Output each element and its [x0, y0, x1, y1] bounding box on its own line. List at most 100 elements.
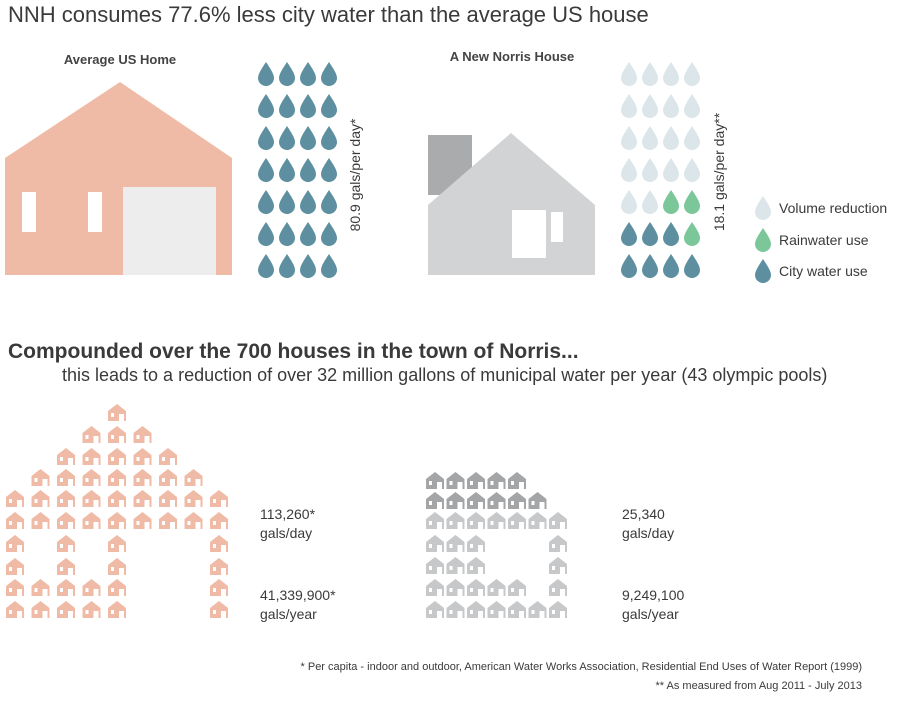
icon: [467, 535, 485, 552]
icon: [6, 535, 24, 552]
icon: [210, 490, 228, 507]
icon: [446, 512, 465, 529]
icon: [321, 94, 337, 118]
icon: [279, 94, 295, 118]
icon: [133, 426, 152, 443]
footnote: ** As measured from Aug 2011 - July 2013: [656, 680, 862, 692]
icon: [528, 512, 547, 529]
icon: [426, 557, 444, 574]
icon: [642, 254, 658, 278]
icon: [210, 512, 228, 529]
icon: [108, 448, 126, 465]
icon: [300, 190, 316, 214]
icon: [446, 492, 465, 509]
icon: [508, 512, 526, 529]
icon: [279, 62, 295, 86]
icon: [528, 492, 547, 509]
icon: [31, 469, 50, 486]
icon: [57, 579, 75, 596]
icon: [549, 579, 567, 596]
icon: [210, 601, 228, 618]
icon: [300, 158, 316, 182]
icon: [663, 190, 679, 214]
icon: [108, 426, 126, 443]
drop-grid: [621, 62, 700, 278]
icon: [487, 579, 506, 596]
icon: [258, 94, 274, 118]
icon: [321, 190, 337, 214]
icon: [184, 512, 203, 529]
icon: [82, 579, 101, 596]
icon: [279, 254, 295, 278]
icon: [487, 512, 506, 529]
icon: [300, 62, 316, 86]
icon: [621, 222, 637, 246]
icon: [82, 448, 101, 465]
icon: [446, 579, 465, 596]
total: 113,260*: [260, 506, 316, 522]
icon: [621, 126, 637, 150]
total: 25,340: [622, 506, 665, 522]
unit: gals/year: [260, 606, 317, 622]
icon: [258, 254, 274, 278]
icon: [684, 190, 700, 214]
icon: [321, 62, 337, 86]
icon: [210, 579, 228, 596]
icon: [684, 126, 700, 150]
town-icons: [6, 404, 228, 618]
icon: [184, 490, 203, 507]
icon: [258, 158, 274, 182]
icon: [549, 601, 567, 618]
icon: [6, 490, 24, 507]
icon: [549, 535, 567, 552]
icon: [426, 512, 444, 529]
icon: [57, 490, 75, 507]
icon: [258, 126, 274, 150]
icon: [642, 94, 658, 118]
section-title: Compounded over the 700 houses in the to…: [8, 340, 579, 363]
icon: [487, 472, 506, 489]
icon: [621, 254, 637, 278]
icon: [6, 601, 24, 618]
icon: [184, 469, 203, 486]
icon: [57, 448, 75, 465]
icon: [426, 472, 444, 489]
icon: [279, 222, 295, 246]
icon: [82, 469, 101, 486]
icon: [108, 535, 126, 552]
icon: [663, 222, 679, 246]
icon: [31, 512, 50, 529]
icon: [159, 490, 177, 507]
icon: [321, 222, 337, 246]
unit: gals/year: [622, 606, 679, 622]
icon: [300, 254, 316, 278]
icon: [487, 492, 506, 509]
us-house-icon: [5, 82, 232, 275]
icon: [300, 94, 316, 118]
icon: [6, 579, 24, 596]
icon: [508, 579, 526, 596]
icon: [321, 158, 337, 182]
icon: [279, 126, 295, 150]
icon: [446, 535, 465, 552]
icon: [82, 426, 101, 443]
icon: [300, 126, 316, 150]
icon: [57, 535, 75, 552]
icon: [258, 190, 274, 214]
icon: [642, 62, 658, 86]
icon: [446, 601, 465, 618]
house-label: Average US Home: [64, 52, 176, 67]
icon: [426, 579, 444, 596]
icon: [279, 158, 295, 182]
icon: [82, 601, 101, 618]
icon: [108, 404, 126, 421]
icon: [57, 558, 75, 575]
icon: [108, 579, 126, 596]
icon: [300, 222, 316, 246]
icon: [642, 126, 658, 150]
icon: [31, 490, 50, 507]
icon: [663, 126, 679, 150]
icon: [446, 557, 465, 574]
section-subtitle: this leads to a reduction of over 32 mil…: [62, 365, 827, 385]
